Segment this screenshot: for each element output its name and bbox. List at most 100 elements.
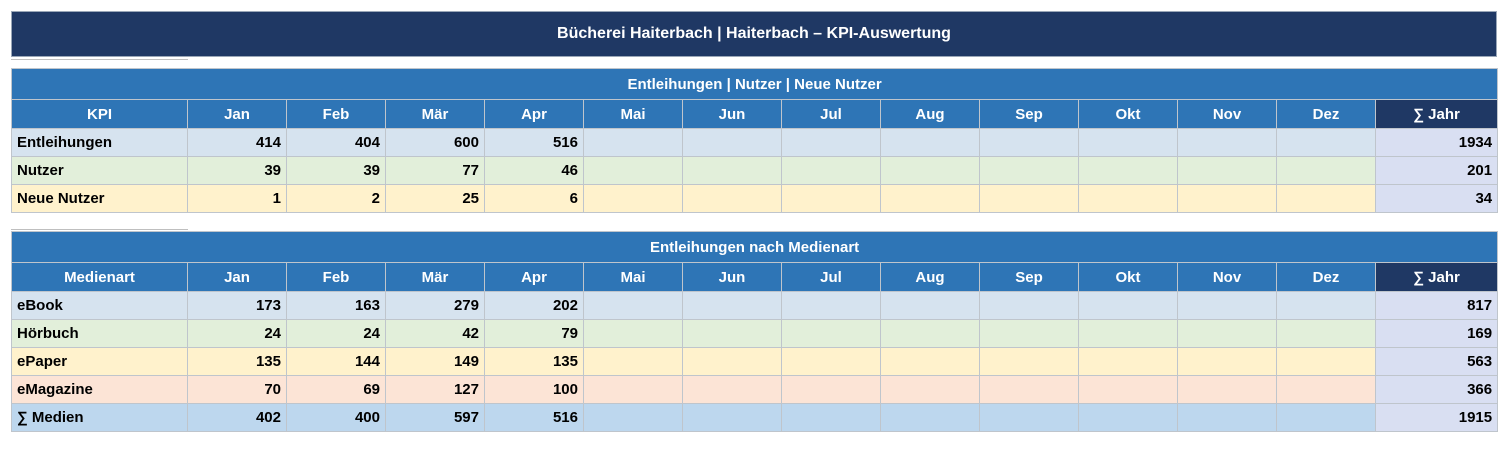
table-cell[interactable] xyxy=(781,375,881,404)
row-sum[interactable]: 34 xyxy=(1374,184,1499,213)
row-sum[interactable]: 366 xyxy=(1374,375,1499,404)
table-cell[interactable] xyxy=(880,156,980,185)
table-cell[interactable] xyxy=(781,403,881,432)
table-cell[interactable] xyxy=(979,375,1079,404)
table-cell[interactable] xyxy=(1177,291,1277,320)
table-cell[interactable] xyxy=(1177,156,1277,185)
table-cell[interactable] xyxy=(682,347,782,376)
table-cell[interactable] xyxy=(583,156,683,185)
table-cell[interactable] xyxy=(682,184,782,213)
table-cell[interactable]: 600 xyxy=(385,128,485,157)
table-cell[interactable] xyxy=(781,291,881,320)
table-cell[interactable] xyxy=(1177,347,1277,376)
table-cell[interactable] xyxy=(781,319,881,348)
table-cell[interactable] xyxy=(979,184,1079,213)
table-cell[interactable]: 69 xyxy=(286,375,386,404)
table-cell[interactable]: 79 xyxy=(484,319,584,348)
table-cell[interactable]: 516 xyxy=(484,128,584,157)
table-cell[interactable]: 2 xyxy=(286,184,386,213)
table-cell[interactable]: 163 xyxy=(286,291,386,320)
table-cell[interactable] xyxy=(781,156,881,185)
table-cell[interactable] xyxy=(979,403,1079,432)
table-cell[interactable] xyxy=(1078,375,1178,404)
table-cell[interactable] xyxy=(979,128,1079,157)
table-cell[interactable] xyxy=(1078,347,1178,376)
table-cell[interactable] xyxy=(979,291,1079,320)
table-cell[interactable]: 127 xyxy=(385,375,485,404)
table-cell[interactable] xyxy=(1276,403,1376,432)
table-cell[interactable] xyxy=(880,184,980,213)
table-cell[interactable] xyxy=(682,291,782,320)
table-cell[interactable] xyxy=(880,375,980,404)
row-sum[interactable]: 1915 xyxy=(1374,403,1499,432)
table-cell[interactable] xyxy=(583,291,683,320)
table-cell[interactable] xyxy=(880,403,980,432)
table-cell[interactable]: 404 xyxy=(286,128,386,157)
table-cell[interactable]: 100 xyxy=(484,375,584,404)
table-cell[interactable] xyxy=(682,128,782,157)
table-cell[interactable] xyxy=(682,375,782,404)
row-sum[interactable]: 201 xyxy=(1374,156,1499,185)
table-cell[interactable] xyxy=(1177,128,1277,157)
table-cell[interactable]: 46 xyxy=(484,156,584,185)
table-cell[interactable] xyxy=(1177,184,1277,213)
table-cell[interactable] xyxy=(979,156,1079,185)
table-cell[interactable] xyxy=(682,156,782,185)
table-cell[interactable] xyxy=(880,347,980,376)
row-sum[interactable]: 817 xyxy=(1374,291,1499,320)
table-cell[interactable] xyxy=(1078,184,1178,213)
table-cell[interactable]: 39 xyxy=(187,156,287,185)
table-cell[interactable] xyxy=(880,291,980,320)
table-cell[interactable] xyxy=(1177,375,1277,404)
table-cell[interactable]: 77 xyxy=(385,156,485,185)
table-cell[interactable] xyxy=(583,403,683,432)
table-cell[interactable] xyxy=(583,128,683,157)
table-cell[interactable]: 24 xyxy=(286,319,386,348)
table-cell[interactable]: 402 xyxy=(187,403,287,432)
table-cell[interactable] xyxy=(1276,128,1376,157)
table-cell[interactable] xyxy=(583,184,683,213)
table-cell[interactable]: 24 xyxy=(187,319,287,348)
table-cell[interactable]: 135 xyxy=(484,347,584,376)
table-cell[interactable]: 1 xyxy=(187,184,287,213)
table-cell[interactable]: 414 xyxy=(187,128,287,157)
table-cell[interactable]: 149 xyxy=(385,347,485,376)
table-cell[interactable]: 25 xyxy=(385,184,485,213)
table-cell[interactable]: 135 xyxy=(187,347,287,376)
table-cell[interactable] xyxy=(880,128,980,157)
table-cell[interactable] xyxy=(1276,347,1376,376)
table-cell[interactable] xyxy=(1078,291,1178,320)
table-cell[interactable]: 516 xyxy=(484,403,584,432)
table-cell[interactable]: 202 xyxy=(484,291,584,320)
table-cell[interactable] xyxy=(880,319,980,348)
table-cell[interactable] xyxy=(583,375,683,404)
table-cell[interactable] xyxy=(1276,291,1376,320)
table-cell[interactable]: 144 xyxy=(286,347,386,376)
table-cell[interactable]: 173 xyxy=(187,291,287,320)
table-cell[interactable] xyxy=(1078,156,1178,185)
table-cell[interactable] xyxy=(1276,156,1376,185)
table-cell[interactable] xyxy=(583,319,683,348)
table-cell[interactable]: 597 xyxy=(385,403,485,432)
table-cell[interactable]: 42 xyxy=(385,319,485,348)
row-sum[interactable]: 169 xyxy=(1374,319,1499,348)
table-cell[interactable] xyxy=(1276,319,1376,348)
table-cell[interactable]: 6 xyxy=(484,184,584,213)
table-cell[interactable] xyxy=(1276,184,1376,213)
table-cell[interactable]: 39 xyxy=(286,156,386,185)
table-cell[interactable] xyxy=(1177,319,1277,348)
table-cell[interactable] xyxy=(1078,403,1178,432)
table-cell[interactable]: 70 xyxy=(187,375,287,404)
table-cell[interactable] xyxy=(1078,128,1178,157)
row-sum[interactable]: 1934 xyxy=(1374,128,1499,157)
table-cell[interactable] xyxy=(682,319,782,348)
row-sum[interactable]: 563 xyxy=(1374,347,1499,376)
table-cell[interactable] xyxy=(1078,319,1178,348)
table-cell[interactable] xyxy=(979,319,1079,348)
table-cell[interactable]: 400 xyxy=(286,403,386,432)
table-cell[interactable] xyxy=(682,403,782,432)
table-cell[interactable] xyxy=(781,128,881,157)
table-cell[interactable] xyxy=(1276,375,1376,404)
table-cell[interactable] xyxy=(781,347,881,376)
table-cell[interactable] xyxy=(781,184,881,213)
